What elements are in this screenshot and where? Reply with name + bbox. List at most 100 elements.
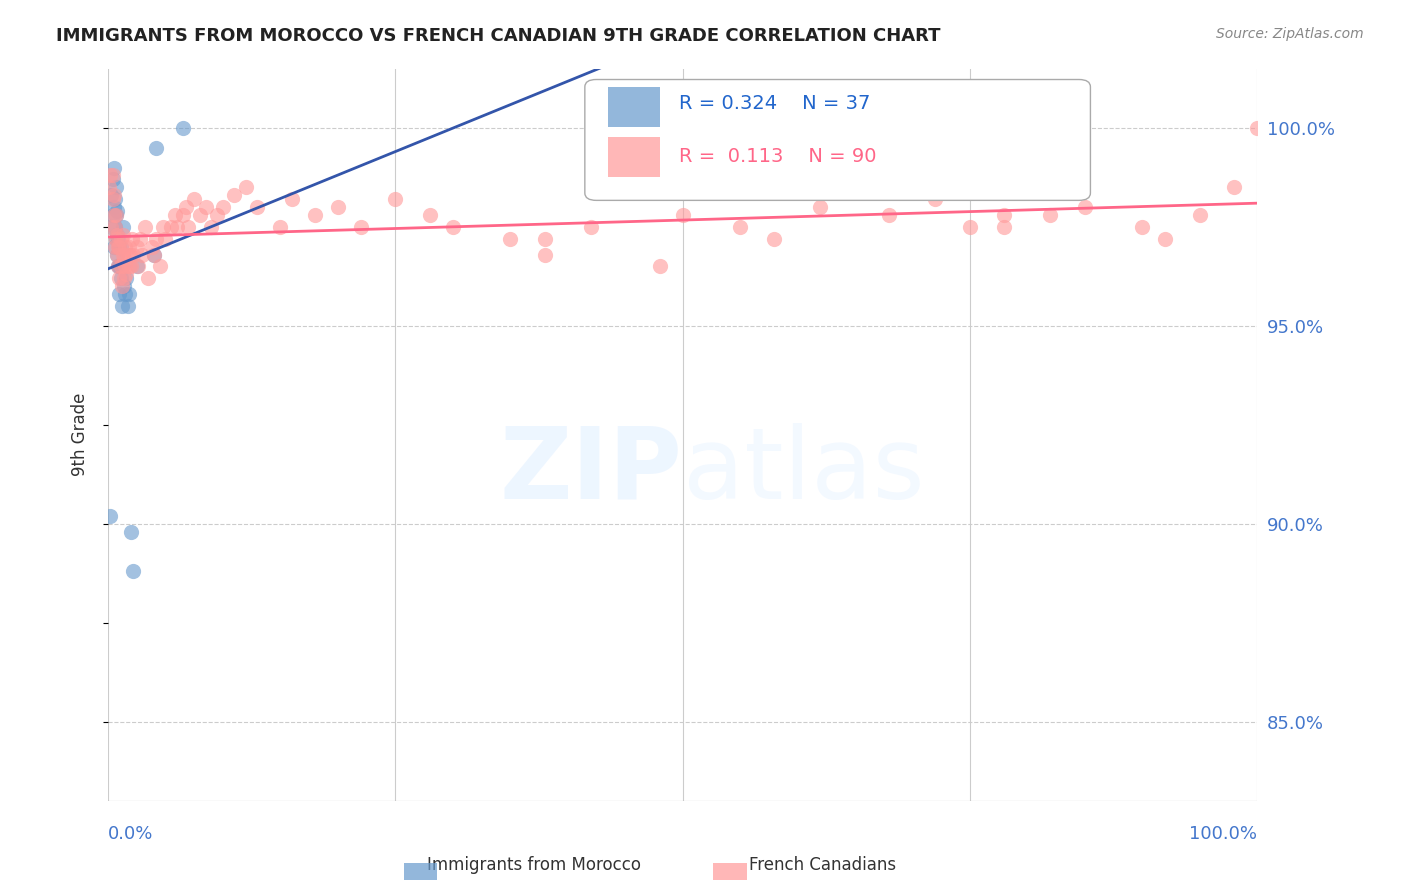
- French Canadians: [127, 260, 149, 274]
- Immigrants from Morocco: [111, 219, 134, 234]
- French Canadians: [533, 247, 555, 261]
- Immigrants from Morocco: [108, 287, 131, 301]
- French Canadians: [118, 260, 141, 274]
- French Canadians: [993, 219, 1015, 234]
- French Canadians: [111, 247, 134, 261]
- French Canadians: [134, 219, 156, 234]
- Text: IMMIGRANTS FROM MOROCCO VS FRENCH CANADIAN 9TH GRADE CORRELATION CHART: IMMIGRANTS FROM MOROCCO VS FRENCH CANADI…: [56, 27, 941, 45]
- French Canadians: [112, 252, 135, 266]
- French Canadians: [107, 240, 129, 254]
- Text: 100.0%: 100.0%: [1189, 825, 1257, 843]
- French Canadians: [98, 180, 121, 194]
- French Canadians: [419, 208, 441, 222]
- Immigrants from Morocco: [100, 188, 122, 202]
- Immigrants from Morocco: [105, 227, 128, 242]
- French Canadians: [177, 219, 200, 234]
- French Canadians: [188, 208, 211, 222]
- French Canadians: [103, 208, 125, 222]
- Immigrants from Morocco: [103, 240, 125, 254]
- French Canadians: [105, 247, 128, 261]
- French Canadians: [136, 271, 159, 285]
- French Canadians: [212, 200, 235, 214]
- French Canadians: [142, 247, 165, 261]
- French Canadians: [246, 200, 269, 214]
- Immigrants from Morocco: [110, 271, 132, 285]
- French Canadians: [112, 271, 135, 285]
- French Canadians: [304, 208, 326, 222]
- French Canadians: [160, 219, 183, 234]
- French Canadians: [111, 227, 134, 242]
- French Canadians: [105, 227, 128, 242]
- French Canadians: [120, 260, 142, 274]
- French Canadians: [959, 219, 981, 234]
- FancyBboxPatch shape: [607, 136, 659, 177]
- French Canadians: [166, 219, 188, 234]
- Immigrants from Morocco: [107, 260, 129, 274]
- French Canadians: [114, 240, 136, 254]
- French Canadians: [879, 208, 901, 222]
- Text: R =  0.113    N = 90: R = 0.113 N = 90: [679, 147, 876, 166]
- French Canadians: [1073, 200, 1095, 214]
- French Canadians: [125, 240, 148, 254]
- French Canadians: [1223, 180, 1246, 194]
- Y-axis label: 9th Grade: 9th Grade: [72, 393, 89, 476]
- French Canadians: [131, 247, 153, 261]
- French Canadians: [122, 247, 145, 261]
- Immigrants from Morocco: [172, 120, 194, 135]
- Immigrants from Morocco: [120, 524, 142, 539]
- French Canadians: [499, 232, 522, 246]
- French Canadians: [114, 260, 136, 274]
- French Canadians: [118, 247, 141, 261]
- French Canadians: [108, 240, 131, 254]
- French Canadians: [648, 260, 671, 274]
- Text: atlas: atlas: [682, 423, 924, 520]
- Text: French Canadians: French Canadians: [749, 855, 896, 873]
- French Canadians: [117, 247, 139, 261]
- Text: ZIP: ZIP: [499, 423, 682, 520]
- French Canadians: [101, 169, 124, 183]
- Immigrants from Morocco: [111, 299, 134, 313]
- French Canadians: [110, 260, 132, 274]
- Text: Immigrants from Morocco: Immigrants from Morocco: [427, 855, 641, 873]
- French Canadians: [174, 200, 197, 214]
- French Canadians: [141, 240, 163, 254]
- Immigrants from Morocco: [107, 232, 129, 246]
- French Canadians: [149, 260, 172, 274]
- French Canadians: [104, 219, 127, 234]
- French Canadians: [326, 200, 349, 214]
- Immigrants from Morocco: [145, 141, 167, 155]
- Immigrants from Morocco: [125, 260, 148, 274]
- French Canadians: [107, 260, 129, 274]
- Immigrants from Morocco: [98, 508, 121, 523]
- Immigrants from Morocco: [104, 219, 127, 234]
- French Canadians: [205, 208, 228, 222]
- French Canadians: [1188, 208, 1211, 222]
- Immigrants from Morocco: [103, 200, 125, 214]
- French Canadians: [103, 188, 125, 202]
- French Canadians: [281, 192, 304, 206]
- Text: R = 0.324    N = 37: R = 0.324 N = 37: [679, 95, 870, 113]
- Immigrants from Morocco: [105, 232, 128, 246]
- Immigrants from Morocco: [101, 208, 124, 222]
- French Canadians: [384, 192, 406, 206]
- French Canadians: [115, 268, 138, 282]
- French Canadians: [1130, 219, 1153, 234]
- French Canadians: [993, 208, 1015, 222]
- Immigrants from Morocco: [108, 240, 131, 254]
- French Canadians: [671, 208, 693, 222]
- French Canadians: [235, 180, 257, 194]
- Immigrants from Morocco: [108, 260, 131, 274]
- FancyBboxPatch shape: [607, 87, 659, 128]
- French Canadians: [224, 188, 246, 202]
- French Canadians: [763, 232, 786, 246]
- Immigrants from Morocco: [115, 271, 138, 285]
- Immigrants from Morocco: [104, 192, 127, 206]
- French Canadians: [104, 240, 127, 254]
- French Canadians: [108, 271, 131, 285]
- French Canadians: [105, 232, 128, 246]
- French Canadians: [110, 232, 132, 246]
- Immigrants from Morocco: [105, 247, 128, 261]
- French Canadians: [111, 279, 134, 293]
- Immigrants from Morocco: [112, 279, 135, 293]
- FancyBboxPatch shape: [585, 79, 1091, 201]
